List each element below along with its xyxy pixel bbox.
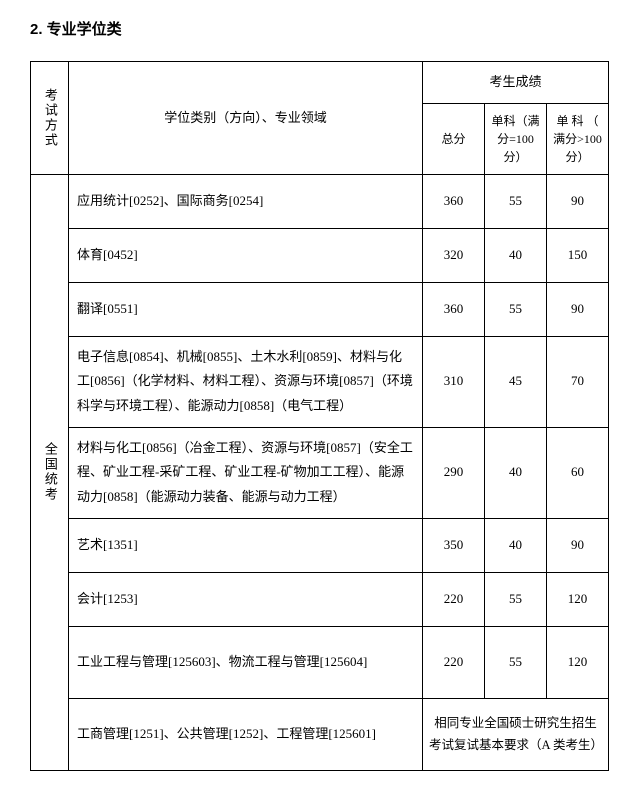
cell-sgt: 150 — [547, 228, 609, 282]
cell-total: 320 — [423, 228, 485, 282]
cell-s100: 40 — [485, 518, 547, 572]
table-row: 材料与化工[0856]（冶金工程）、资源与环境[0857]（安全工程、矿业工程-… — [31, 427, 609, 518]
cell-total: 360 — [423, 282, 485, 336]
cell-sgt: 60 — [547, 427, 609, 518]
cell-category: 电子信息[0854]、机械[0855]、土木水利[0859]、材料与化工[085… — [69, 336, 423, 427]
cell-total: 220 — [423, 572, 485, 626]
hdr-score-group: 考生成绩 — [423, 62, 609, 104]
cell-sgt: 90 — [547, 282, 609, 336]
hdr-exam-mode: 考试方式 — [31, 62, 69, 175]
hdr-single-gt100: 单 科 （ 满分>100 分） — [547, 103, 609, 174]
cell-category: 翻译[0551] — [69, 282, 423, 336]
table-row: 艺术[1351] 350 40 90 — [31, 518, 609, 572]
cell-s100: 45 — [485, 336, 547, 427]
exam-mode-cell: 全国统考 — [31, 174, 69, 770]
cell-s100: 55 — [485, 174, 547, 228]
score-table: 考试方式 学位类别（方向）、专业领域 考生成绩 总分 单科（满分=100 分） … — [30, 61, 609, 771]
cell-total: 220 — [423, 626, 485, 698]
section-title: 2. 专业学位类 — [30, 18, 609, 39]
cell-s100: 55 — [485, 572, 547, 626]
cell-s100: 55 — [485, 626, 547, 698]
cell-s100: 55 — [485, 282, 547, 336]
cell-total: 360 — [423, 174, 485, 228]
cell-category: 应用统计[0252]、国际商务[0254] — [69, 174, 423, 228]
table-row: 工业工程与管理[125603]、物流工程与管理[125604] 220 55 1… — [31, 626, 609, 698]
cell-category: 工商管理[1251]、公共管理[1252]、工程管理[125601] — [69, 698, 423, 770]
cell-sgt: 90 — [547, 518, 609, 572]
table-row: 体育[0452] 320 40 150 — [31, 228, 609, 282]
cell-sgt: 90 — [547, 174, 609, 228]
cell-total: 350 — [423, 518, 485, 572]
hdr-single-100: 单科（满分=100 分） — [485, 103, 547, 174]
table-row: 电子信息[0854]、机械[0855]、土木水利[0859]、材料与化工[085… — [31, 336, 609, 427]
hdr-total: 总分 — [423, 103, 485, 174]
cell-category: 材料与化工[0856]（冶金工程）、资源与环境[0857]（安全工程、矿业工程-… — [69, 427, 423, 518]
cell-category: 体育[0452] — [69, 228, 423, 282]
cell-s100: 40 — [485, 427, 547, 518]
cell-sgt: 70 — [547, 336, 609, 427]
cell-category: 艺术[1351] — [69, 518, 423, 572]
table-row: 全国统考 应用统计[0252]、国际商务[0254] 360 55 90 — [31, 174, 609, 228]
table-row-note: 工商管理[1251]、公共管理[1252]、工程管理[125601] 相同专业全… — [31, 698, 609, 770]
cell-total: 290 — [423, 427, 485, 518]
cell-s100: 40 — [485, 228, 547, 282]
cell-category: 会计[1253] — [69, 572, 423, 626]
table-row: 会计[1253] 220 55 120 — [31, 572, 609, 626]
table-header-row-1: 考试方式 学位类别（方向）、专业领域 考生成绩 — [31, 62, 609, 104]
cell-sgt: 120 — [547, 626, 609, 698]
cell-total: 310 — [423, 336, 485, 427]
cell-sgt: 120 — [547, 572, 609, 626]
cell-note: 相同专业全国硕士研究生招生考试复试基本要求（A 类考生） — [423, 698, 609, 770]
cell-category: 工业工程与管理[125603]、物流工程与管理[125604] — [69, 626, 423, 698]
table-row: 翻译[0551] 360 55 90 — [31, 282, 609, 336]
hdr-category: 学位类别（方向）、专业领域 — [69, 62, 423, 175]
